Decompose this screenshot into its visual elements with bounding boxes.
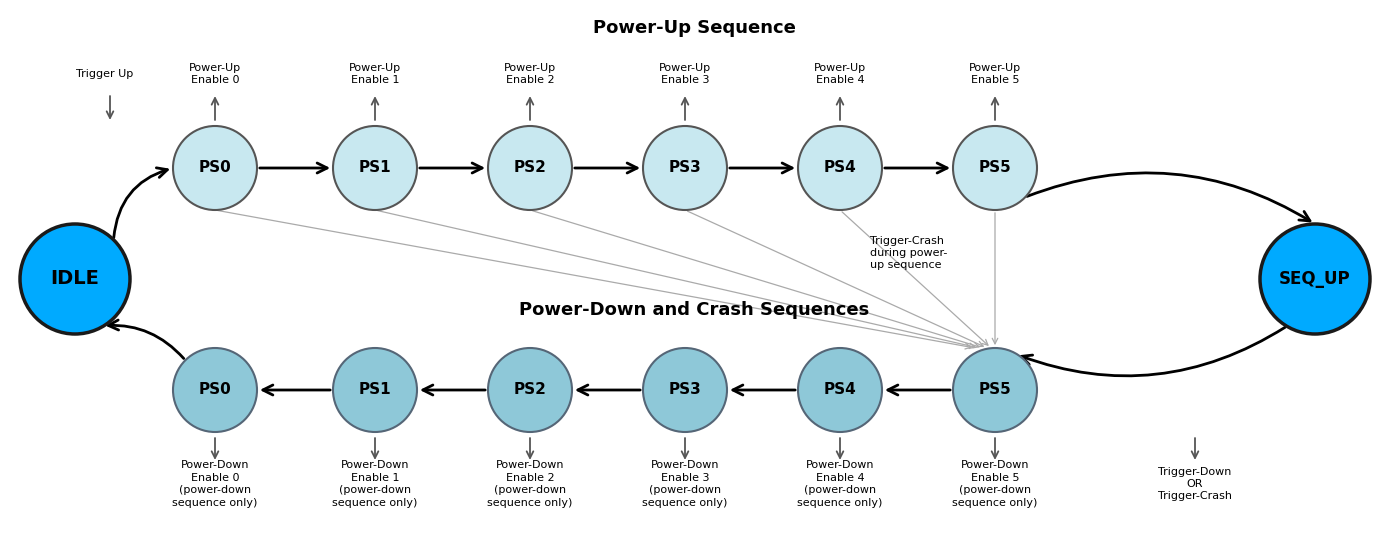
Text: Power-Down
Enable 2
(power-down
sequence only): Power-Down Enable 2 (power-down sequence… bbox=[488, 460, 573, 508]
Text: PS3: PS3 bbox=[669, 161, 702, 176]
FancyArrowPatch shape bbox=[991, 438, 998, 458]
FancyArrowPatch shape bbox=[211, 98, 218, 120]
FancyArrowPatch shape bbox=[730, 163, 792, 173]
Text: PS0: PS0 bbox=[199, 382, 231, 397]
FancyArrowPatch shape bbox=[532, 211, 979, 348]
FancyArrowPatch shape bbox=[837, 98, 844, 120]
Circle shape bbox=[798, 126, 883, 210]
Circle shape bbox=[488, 126, 573, 210]
Text: Power-Up
Enable 1: Power-Up Enable 1 bbox=[349, 63, 402, 85]
Circle shape bbox=[334, 348, 417, 432]
FancyArrowPatch shape bbox=[263, 385, 331, 395]
FancyArrowPatch shape bbox=[527, 438, 534, 458]
Text: Power-Down and Crash Sequences: Power-Down and Crash Sequences bbox=[518, 301, 869, 319]
Text: Trigger-Down
OR
Trigger-Crash: Trigger-Down OR Trigger-Crash bbox=[1158, 466, 1232, 502]
Text: Power-Up
Enable 5: Power-Up Enable 5 bbox=[969, 63, 1022, 85]
FancyArrowPatch shape bbox=[218, 210, 970, 349]
FancyArrowPatch shape bbox=[114, 168, 167, 238]
Text: PS4: PS4 bbox=[824, 382, 856, 397]
Circle shape bbox=[172, 126, 257, 210]
Text: Power-Up
Enable 2: Power-Up Enable 2 bbox=[505, 63, 556, 85]
Text: PS0: PS0 bbox=[199, 161, 231, 176]
Text: PS1: PS1 bbox=[359, 382, 392, 397]
Text: Power-Down
Enable 1
(power-down
sequence only): Power-Down Enable 1 (power-down sequence… bbox=[332, 460, 417, 508]
Text: Power-Down
Enable 5
(power-down
sequence only): Power-Down Enable 5 (power-down sequence… bbox=[952, 460, 1038, 508]
Circle shape bbox=[644, 126, 727, 210]
Text: Power-Up
Enable 0: Power-Up Enable 0 bbox=[189, 63, 240, 85]
Circle shape bbox=[19, 224, 131, 334]
FancyArrowPatch shape bbox=[681, 438, 688, 458]
FancyArrowPatch shape bbox=[1191, 438, 1198, 458]
Circle shape bbox=[798, 348, 883, 432]
Circle shape bbox=[172, 348, 257, 432]
Text: Trigger Up: Trigger Up bbox=[76, 69, 133, 79]
Circle shape bbox=[954, 126, 1037, 210]
FancyArrowPatch shape bbox=[108, 320, 183, 358]
Text: Power-Down
Enable 3
(power-down
sequence only): Power-Down Enable 3 (power-down sequence… bbox=[642, 460, 728, 508]
FancyArrowPatch shape bbox=[688, 211, 983, 347]
Circle shape bbox=[488, 348, 573, 432]
Circle shape bbox=[334, 126, 417, 210]
FancyArrowPatch shape bbox=[885, 163, 947, 173]
Text: PS4: PS4 bbox=[824, 161, 856, 176]
Text: Trigger-Crash
during power-
up sequence: Trigger-Crash during power- up sequence bbox=[870, 235, 948, 271]
FancyArrowPatch shape bbox=[842, 212, 988, 345]
FancyArrowPatch shape bbox=[211, 438, 218, 458]
FancyArrowPatch shape bbox=[991, 98, 998, 120]
Text: Power-Up Sequence: Power-Up Sequence bbox=[592, 19, 795, 37]
FancyArrowPatch shape bbox=[527, 98, 534, 120]
FancyArrowPatch shape bbox=[578, 385, 641, 395]
Text: Power-Down
Enable 0
(power-down
sequence only): Power-Down Enable 0 (power-down sequence… bbox=[172, 460, 257, 508]
FancyArrowPatch shape bbox=[420, 163, 482, 173]
Text: SEQ_UP: SEQ_UP bbox=[1279, 270, 1351, 288]
Circle shape bbox=[954, 348, 1037, 432]
Text: PS2: PS2 bbox=[513, 161, 546, 176]
Text: PS5: PS5 bbox=[979, 161, 1012, 176]
Text: PS1: PS1 bbox=[359, 161, 392, 176]
FancyArrowPatch shape bbox=[378, 210, 974, 349]
FancyArrowPatch shape bbox=[837, 438, 844, 458]
Text: PS2: PS2 bbox=[513, 382, 546, 397]
FancyArrowPatch shape bbox=[107, 96, 114, 118]
FancyArrowPatch shape bbox=[371, 98, 378, 120]
Text: PS5: PS5 bbox=[979, 382, 1012, 397]
Text: PS3: PS3 bbox=[669, 382, 702, 397]
Text: Power-Up
Enable 3: Power-Up Enable 3 bbox=[659, 63, 712, 85]
Circle shape bbox=[644, 348, 727, 432]
FancyArrowPatch shape bbox=[371, 438, 378, 458]
FancyArrowPatch shape bbox=[1022, 327, 1286, 376]
Circle shape bbox=[1259, 224, 1371, 334]
Text: Power-Up
Enable 4: Power-Up Enable 4 bbox=[815, 63, 866, 85]
FancyArrowPatch shape bbox=[423, 385, 485, 395]
FancyArrowPatch shape bbox=[575, 163, 637, 173]
FancyArrowPatch shape bbox=[888, 385, 951, 395]
FancyArrowPatch shape bbox=[681, 98, 688, 120]
FancyArrowPatch shape bbox=[733, 385, 795, 395]
FancyArrowPatch shape bbox=[992, 213, 998, 344]
Text: IDLE: IDLE bbox=[50, 270, 100, 288]
FancyArrowPatch shape bbox=[1027, 173, 1309, 221]
Text: Power-Down
Enable 4
(power-down
sequence only): Power-Down Enable 4 (power-down sequence… bbox=[798, 460, 883, 508]
FancyArrowPatch shape bbox=[260, 163, 327, 173]
